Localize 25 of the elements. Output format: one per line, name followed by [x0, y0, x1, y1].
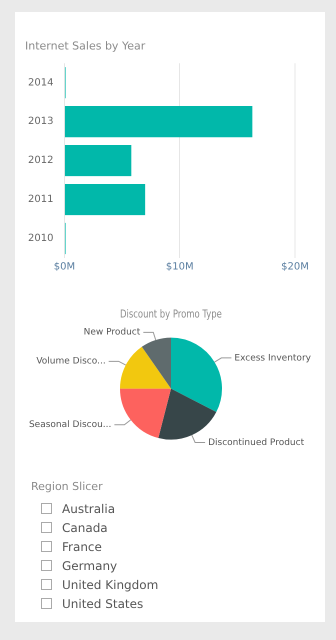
category-label: United States [62, 596, 144, 610]
x-tick-label: $10M [166, 262, 194, 273]
x-tick-label: $0M [54, 262, 76, 273]
category-label: Germany [62, 558, 118, 572]
text: Region Slicer [31, 480, 104, 493]
category-label: Australia [62, 502, 116, 516]
y-tick-label: 2014 [28, 77, 54, 88]
slice-label: Seasonal Discou... [28, 420, 112, 430]
chart-title: Discount by Promo Type [120, 308, 222, 321]
y-tick-label: 2013 [28, 116, 54, 128]
category-label: Canada [62, 520, 108, 534]
slice-label: New Product [84, 328, 141, 338]
category-label: France [62, 540, 102, 554]
y-tick-label: 2010 [28, 233, 54, 244]
slice-label: Volume Disco... [36, 356, 106, 367]
y-tick-label: 2011 [28, 194, 54, 206]
bar [64, 145, 132, 176]
slice-label: Excess Inventory [234, 353, 312, 364]
category-label: United Kingdom [62, 578, 158, 592]
bar [64, 184, 146, 216]
x-tick-label: $20M [281, 262, 309, 273]
slice-label: Discontinued Product [208, 438, 305, 448]
chart-title: Internet Sales by Year [25, 39, 146, 52]
y-tick-label: 2012 [28, 155, 54, 166]
bar [64, 106, 252, 138]
